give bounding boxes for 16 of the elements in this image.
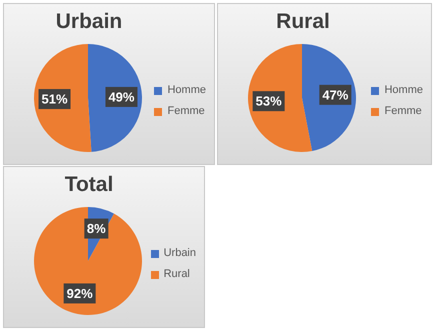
data-label: 8%: [86, 221, 106, 236]
legend-label: Homme: [384, 83, 423, 98]
legend-label: Femme: [384, 104, 422, 119]
legend-label: Femme: [167, 104, 205, 119]
legend-label: Homme: [167, 83, 206, 98]
data-label: 47%: [322, 87, 349, 102]
chart-title: Rural: [275, 10, 331, 34]
data-label: 51%: [42, 92, 68, 107]
chart-title: Urbain: [54, 10, 124, 34]
legend-label: Rural: [164, 267, 190, 282]
chart-title: Total: [64, 173, 114, 197]
legend-label: Urbain: [164, 246, 196, 261]
data-label: 92%: [66, 286, 94, 301]
data-label: 49%: [108, 89, 135, 104]
data-label: 53%: [256, 94, 282, 109]
pie-slice: [34, 207, 142, 315]
